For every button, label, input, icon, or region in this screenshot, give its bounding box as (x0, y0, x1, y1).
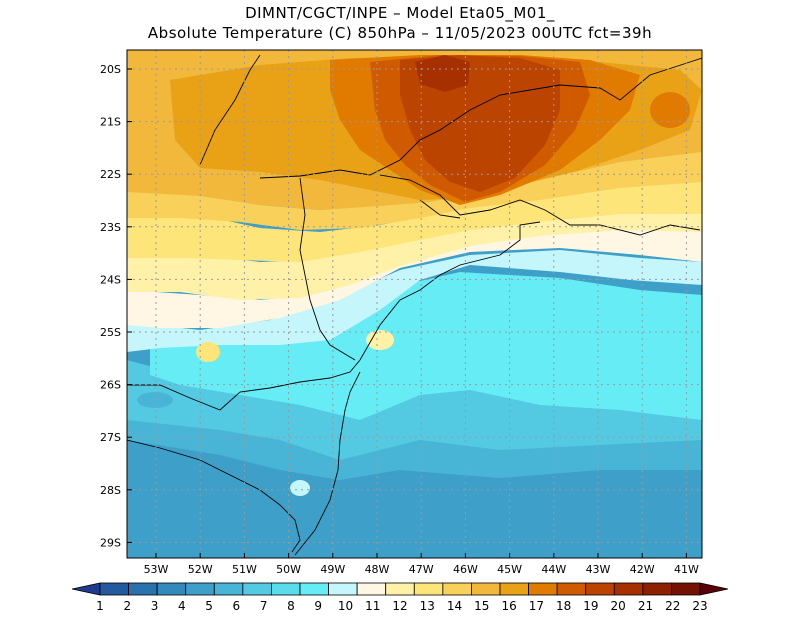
lon-label: 43W (586, 563, 611, 576)
lat-label: 24S (100, 273, 121, 286)
lat-label: 26S (100, 379, 121, 392)
colorbar-swatch (242, 582, 272, 596)
colorbar: 1 2 3 4 5 6 7 8 9 10 11 12 13 14 15 16 17 18 19 20 21 22 23 (71, 582, 729, 613)
lon-label: 48W (365, 563, 390, 576)
lon-label: 41W (674, 563, 699, 576)
colorbar-label: 22 (665, 599, 680, 613)
colorbar-swatch (213, 582, 244, 596)
lat-label: 29S (100, 536, 121, 549)
colorbar-label: 6 (233, 599, 241, 613)
lat-label: 23S (100, 221, 121, 234)
colorbar-label: 18 (556, 599, 571, 613)
colorbar-label: 2 (123, 599, 131, 613)
colorbar-label: 15 (474, 599, 489, 613)
colorbar-swatch (671, 582, 701, 596)
temperature-field (127, 50, 702, 558)
lon-label: 50W (276, 563, 301, 576)
colorbar-swatch (556, 582, 587, 596)
map-subtitle: Absolute Temperature (C) 850hPa – 11/05/… (147, 24, 653, 42)
colorbar-swatch (328, 582, 358, 596)
colorbar-swatch (385, 582, 415, 596)
colorbar-swatch (271, 582, 301, 596)
colorbar-swatch (471, 582, 501, 596)
colorbar-label: 7 (260, 599, 268, 613)
colorbar-label: 3 (151, 599, 159, 613)
lon-label: 46W (453, 563, 478, 576)
lon-label: 52W (188, 563, 213, 576)
lon-label: 42W (630, 563, 655, 576)
colorbar-label: 14 (447, 599, 462, 613)
lat-label: 21S (100, 116, 121, 129)
colorbar-label: 12 (392, 599, 407, 613)
colorbar-swatch (442, 582, 472, 596)
lat-label: 20S (100, 63, 121, 76)
colorbar-swatch (299, 582, 329, 596)
graticule (127, 50, 702, 558)
colorbar-label: 16 (501, 599, 516, 613)
colorbar-label: 20 (611, 599, 626, 613)
colorbar-label: 17 (529, 599, 544, 613)
colorbar-swatch (99, 582, 129, 596)
colorbar-label: 1 (96, 599, 104, 613)
colorbar-label: 8 (287, 599, 295, 613)
map-title: DIMNT/CGCT/INPE – Model Eta05_M01_ (245, 4, 555, 22)
colorbar-swatch (128, 582, 158, 596)
colorbar-arrow-low (71, 582, 101, 596)
colorbar-swatch (356, 582, 387, 596)
colorbar-swatch (413, 582, 444, 596)
colorbar-label: 19 (583, 599, 598, 613)
lon-label: 47W (409, 563, 434, 576)
colorbar-label: 10 (338, 599, 353, 613)
coastline-borders (127, 54, 702, 556)
colorbar-label: 21 (638, 599, 653, 613)
lat-label: 22S (100, 168, 121, 181)
colorbar-swatch (585, 582, 615, 596)
colorbar-swatch (613, 582, 644, 596)
colorbar-label: 13 (420, 599, 435, 613)
lon-label: 51W (232, 563, 257, 576)
lat-label: 27S (100, 431, 121, 444)
colorbar-swatch (642, 582, 672, 596)
colorbar-arrow-high (699, 582, 729, 596)
lon-label: 45W (497, 563, 522, 576)
map-frame (126, 49, 703, 559)
colorbar-swatch (156, 582, 187, 596)
lon-label: 44W (541, 563, 566, 576)
colorbar-swatch (185, 582, 215, 596)
lon-label: 53W (144, 563, 169, 576)
colorbar-swatch (528, 582, 558, 596)
colorbar-label: 23 (692, 599, 707, 613)
colorbar-label: 4 (178, 599, 186, 613)
lat-label: 28S (100, 484, 121, 497)
lat-label: 25S (100, 326, 121, 339)
colorbar-swatch (499, 582, 529, 596)
lon-label: 49W (320, 563, 345, 576)
colorbar-label: 5 (205, 599, 213, 613)
colorbar-label: 9 (314, 599, 322, 613)
colorbar-label: 11 (365, 599, 380, 613)
